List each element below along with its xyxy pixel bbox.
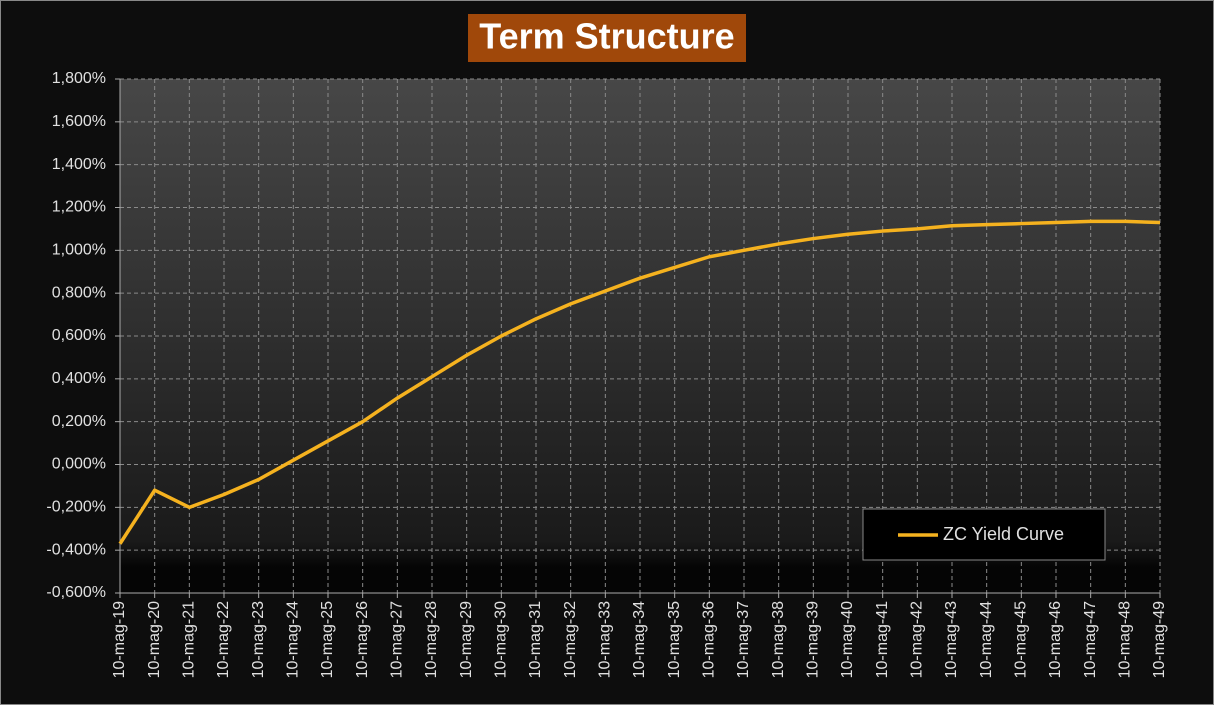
- y-tick-label: 1,200%: [52, 199, 106, 216]
- x-tick-label: 10-mag-20: [146, 601, 163, 678]
- x-tick-label: 10-mag-43: [943, 601, 960, 678]
- x-tick-label: 10-mag-29: [458, 601, 475, 678]
- x-tick-label: 10-mag-24: [285, 601, 302, 678]
- x-tick-label: 10-mag-25: [319, 601, 336, 678]
- x-tick-label: 10-mag-41: [874, 601, 891, 678]
- legend-label: ZC Yield Curve: [943, 524, 1064, 544]
- y-tick-label: 1,000%: [52, 242, 106, 259]
- x-tick-label: 10-mag-32: [562, 601, 579, 678]
- y-tick-label: -0,600%: [46, 584, 106, 601]
- x-tick-label: 10-mag-27: [389, 601, 406, 678]
- x-tick-label: 10-mag-28: [423, 601, 440, 678]
- x-tick-label: 10-mag-21: [181, 601, 198, 678]
- x-tick-label: 10-mag-34: [631, 601, 648, 678]
- x-tick-label: 10-mag-49: [1151, 601, 1168, 678]
- y-tick-label: -0,200%: [46, 499, 106, 516]
- y-tick-label: -0,400%: [46, 541, 106, 558]
- x-tick-label: 10-mag-39: [805, 601, 822, 678]
- x-tick-label: 10-mag-46: [1047, 601, 1064, 678]
- x-tick-label: 10-mag-33: [597, 601, 614, 678]
- y-tick-label: 1,800%: [52, 70, 106, 87]
- x-tick-label: 10-mag-35: [666, 601, 683, 678]
- x-tick-label: 10-mag-31: [527, 601, 544, 678]
- y-tick-label: 1,600%: [52, 113, 106, 130]
- y-tick-label: 0,200%: [52, 413, 106, 430]
- x-tick-label: 10-mag-47: [1082, 601, 1099, 678]
- y-tick-label: 0,000%: [52, 456, 106, 473]
- x-tick-label: 10-mag-19: [111, 601, 128, 678]
- x-tick-label: 10-mag-30: [493, 601, 510, 678]
- x-tick-label: 10-mag-23: [250, 601, 267, 678]
- y-tick-label: 0,600%: [52, 327, 106, 344]
- x-tick-label: 10-mag-36: [701, 601, 718, 678]
- chart-title: Term Structure: [479, 16, 734, 57]
- x-tick-label: 10-mag-38: [770, 601, 787, 678]
- y-tick-label: 0,400%: [52, 370, 106, 387]
- y-tick-label: 0,800%: [52, 284, 106, 301]
- y-tick-label: 1,400%: [52, 156, 106, 173]
- x-tick-label: 10-mag-37: [735, 601, 752, 678]
- x-tick-label: 10-mag-45: [1013, 601, 1030, 678]
- x-tick-label: 10-mag-44: [978, 601, 995, 678]
- x-tick-label: 10-mag-42: [909, 601, 926, 678]
- x-tick-label: 10-mag-40: [839, 601, 856, 678]
- title-box: [468, 14, 746, 62]
- data-line: [118, 219, 1161, 545]
- x-tick-label: 10-mag-48: [1117, 601, 1134, 678]
- x-tick-label: 10-mag-26: [354, 601, 371, 678]
- x-tick-label: 10-mag-22: [215, 601, 232, 678]
